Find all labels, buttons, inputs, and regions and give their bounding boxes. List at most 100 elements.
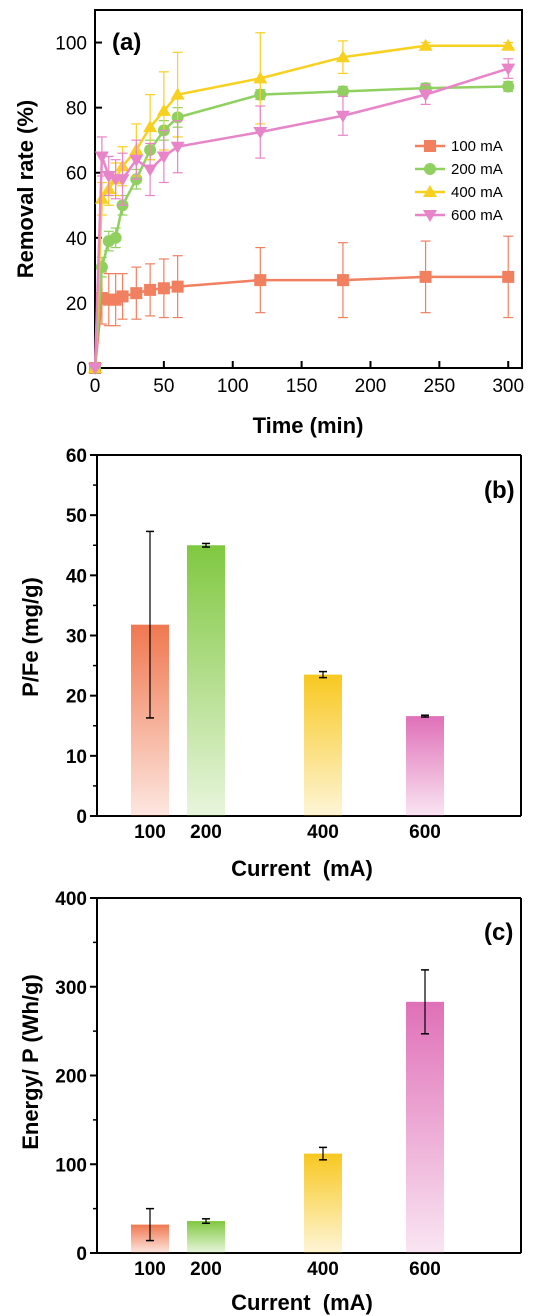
data-point [116,290,129,303]
panel-c-bar-chart: 0 100 200 300 400 100 200 400 600 (c) Current (… [18,889,522,1315]
bar-400 [304,1153,342,1253]
x-tick-label: 0 [90,376,101,397]
x-tick-label: 100 [217,376,249,397]
y-tick-label: 200 [55,1067,87,1088]
data-point [170,87,185,100]
data-point [424,163,436,175]
data-point [94,151,109,164]
legend-item: 200 mA [415,161,503,178]
panel-a-x-ticks: 0 50 100 150 200 250 300 [90,361,524,397]
data-point [502,270,515,283]
legend-label: 100 mA [451,138,503,155]
x-tick-label: 150 [286,376,318,397]
y-tick-label: 30 [66,627,87,648]
data-point [419,270,432,283]
y-tick-label: 20 [66,687,87,708]
panel-b-y-axis-title: P/Fe (mg/g) [18,577,43,697]
y-tick-label: 100 [55,1155,87,1176]
data-point [143,164,158,177]
x-tick-label: 200 [355,376,387,397]
series-line [93,85,509,369]
y-tick-label: 60 [66,164,87,185]
y-tick-label: 40 [66,229,87,250]
x-tick-label: 400 [307,1259,339,1280]
x-tick-label: 100 [134,822,166,843]
legend-item: 100 mA [415,138,503,155]
panel-a-plot-frame [94,9,523,369]
legend-item: 400 mA [415,184,503,201]
x-tick-label: 200 [190,1259,222,1280]
data-point [501,38,516,51]
panel-c-tag: (c) [484,919,513,946]
data-point [130,287,143,300]
legend-label: 400 mA [451,184,503,201]
panel-c-y-ticks: 0 100 200 300 400 [55,889,97,1265]
x-tick-label: 300 [492,376,524,397]
data-point [423,185,437,197]
x-tick-label: 250 [424,376,456,397]
x-tick-label: 600 [409,822,441,843]
panel-b-y-ticks: 0 10 20 30 40 50 60 [66,446,97,828]
data-point [101,170,116,183]
x-tick-label: 600 [409,1259,441,1280]
y-tick-label: 10 [66,747,87,768]
data-point [171,280,184,293]
series-400-ma [88,32,516,373]
bar-200 [187,1221,225,1253]
y-tick-label: 0 [76,1244,87,1265]
bar-600 [406,1001,444,1253]
data-point [156,103,171,116]
data-point [115,174,130,187]
data-point [502,80,515,93]
data-point [157,282,170,295]
bar-200 [187,545,225,816]
data-point [335,110,350,123]
x-tick-label: 400 [307,822,339,843]
panel-a-legend: 100 mA 200 mA 400 mA 600 mA [415,138,503,224]
bar-600 [406,716,444,816]
panel-b-bar-chart: 0 10 20 30 40 50 60 100 200 400 600 (b) Current (… [18,446,522,881]
legend-label: 200 mA [451,161,503,178]
panel-a-y-ticks: 0 20 40 60 80 100 [55,34,102,380]
panel-c-x-axis-title: Current (mA) [231,1290,373,1315]
data-point [335,50,350,63]
data-point [501,63,516,76]
data-point [143,120,158,133]
panel-b-bars: 100 200 400 600 [131,530,444,843]
data-point [418,89,433,102]
legend-item: 600 mA [415,207,503,224]
y-tick-label: 60 [66,446,87,467]
panel-a-tag: (a) [112,29,141,56]
data-point [424,140,436,152]
data-point [144,283,157,296]
panel-a-series [88,32,516,375]
panel-a-y-axis-title: Removal rate (%) [13,100,38,279]
data-point [88,363,102,375]
panel-c-bars: 100 200 400 600 [131,969,444,1280]
data-point [253,127,268,140]
legend-label: 600 mA [451,207,503,224]
y-tick-label: 0 [76,807,87,828]
data-point [254,274,267,287]
x-tick-label: 50 [153,376,174,397]
y-tick-label: 300 [55,978,87,999]
y-tick-label: 400 [55,889,87,910]
x-tick-label: 200 [190,822,222,843]
y-tick-label: 20 [66,294,87,315]
x-tick-label: 100 [134,1259,166,1280]
data-point [170,141,185,154]
panel-a-x-axis-title: Time (min) [253,413,364,438]
panel-b-x-axis-title: Current (mA) [231,856,373,881]
data-point [156,151,171,164]
series-line [93,67,509,369]
data-point [418,38,433,51]
data-point [336,85,349,98]
series-line [93,275,509,369]
bar-400 [304,674,342,816]
y-tick-label: 0 [76,359,87,380]
data-point [129,154,144,167]
series-600-ma [88,58,516,375]
data-point [109,231,122,244]
series-100-ma [89,235,515,374]
